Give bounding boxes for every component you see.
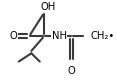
Text: CH₂•: CH₂• (91, 31, 115, 41)
Text: O: O (10, 31, 17, 41)
Text: OH: OH (40, 2, 56, 12)
Text: O: O (68, 66, 75, 76)
Text: NH: NH (52, 31, 67, 41)
